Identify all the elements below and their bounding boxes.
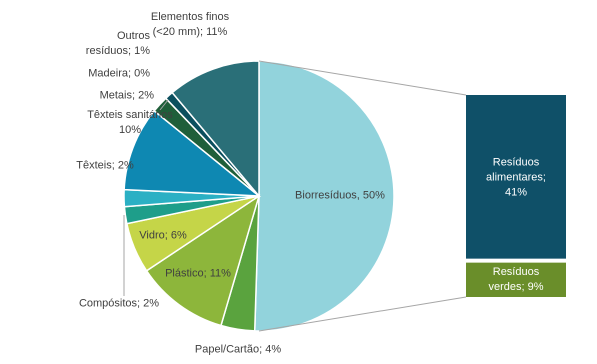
data-label: Outros resíduos; 1% — [85, 30, 150, 57]
data-label: Biorresíduos, 50% — [295, 189, 385, 202]
data-label: Têxteis; 2% — [76, 159, 134, 172]
bar-label: Resíduos alimentares; 41% — [486, 156, 546, 199]
pie-slice — [171, 60, 260, 199]
data-label: Papel/Cartão; 4% — [194, 343, 282, 356]
data-label: Vidro; 6% — [139, 229, 187, 242]
data-label: Plástico; 11% — [165, 267, 231, 280]
breakdown-bar — [466, 262, 566, 297]
bar-label: Resíduos verdes; 9% — [488, 265, 544, 293]
data-label: Madeira; 0% — [88, 67, 150, 80]
connector-line — [258, 296, 467, 332]
connector-line — [258, 60, 467, 96]
data-label: Compósitos; 2% — [78, 297, 160, 310]
pie-slice — [145, 194, 261, 327]
breakdown-bar — [466, 95, 566, 259]
leader-line — [159, 99, 169, 111]
data-label: Elementos finos (<20 mm); 11% — [150, 11, 230, 38]
data-label: Metais; 2% — [99, 89, 154, 102]
data-label: Têxteis sanitários 10% — [87, 109, 173, 136]
pie-slice — [123, 109, 262, 197]
pie-slice — [253, 60, 395, 332]
